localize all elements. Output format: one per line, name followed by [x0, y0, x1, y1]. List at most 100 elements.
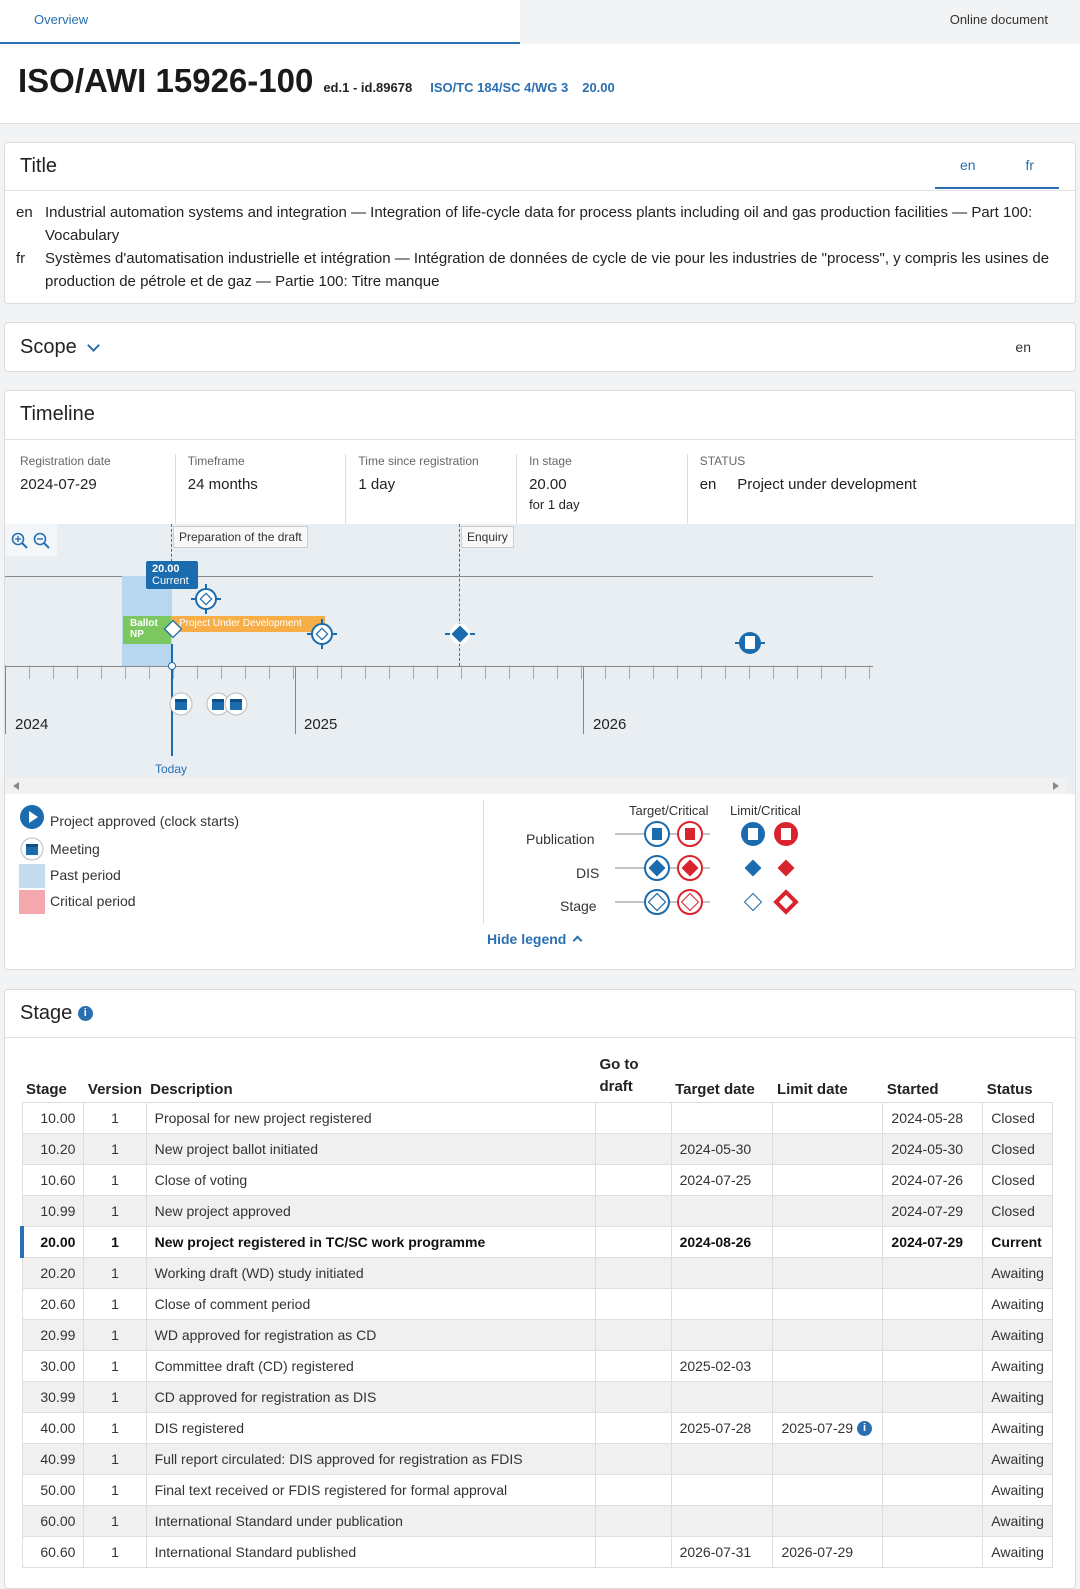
meeting-icon[interactable] — [169, 692, 193, 716]
phase-divider — [459, 524, 460, 666]
cell-started: 2024-07-26 — [882, 1164, 984, 1196]
scroll-right-icon[interactable] — [1053, 782, 1059, 790]
scope-lang[interactable]: en — [1015, 339, 1031, 355]
tab-online-document[interactable]: Online document — [520, 0, 1080, 44]
cell-description: CD approved for registration as DIS — [145, 1381, 596, 1413]
hide-legend-button[interactable]: Hide legend — [487, 931, 583, 947]
cell-target-date: 2024-07-25 — [670, 1164, 774, 1196]
table-row[interactable]: 30.99 1 CD approved for registration as DI… — [21, 1381, 1053, 1413]
col-header: Started — [886, 1081, 939, 1098]
table-row[interactable]: 20.60 1 Close of comment period Awaiting — [21, 1288, 1053, 1320]
tab-overview[interactable]: Overview — [0, 0, 520, 44]
ballot-np-bar[interactable]: Ballot NP — [123, 616, 171, 644]
table-row[interactable]: 60.00 1 International Standard under publi… — [21, 1505, 1053, 1537]
cell-limit-date: 2026-07-29 — [772, 1536, 884, 1568]
dis-limit-marker[interactable] — [445, 619, 475, 649]
cell-version: 1 — [83, 1350, 147, 1382]
cell-description: WD approved for registration as CD — [145, 1319, 596, 1351]
table-row[interactable]: 40.00 1 DIS registered 2025-07-28 2025-07-29… — [21, 1412, 1053, 1444]
info-icon[interactable]: i — [77, 1006, 93, 1022]
info-time-since: Time since registration 1 day — [346, 454, 518, 524]
cell-started — [882, 1257, 984, 1289]
info-in-stage: In stage 20.00 for 1 day — [517, 454, 688, 524]
cell-started — [882, 1412, 984, 1444]
axis-tick — [629, 665, 630, 679]
cell-status: Awaiting — [982, 1536, 1053, 1568]
meeting-icon[interactable] — [206, 692, 230, 716]
year-label: 2025 — [304, 716, 338, 733]
cell-started — [882, 1536, 984, 1568]
lang-tab-en[interactable]: en — [959, 157, 976, 173]
cell-go-to-draft — [594, 1102, 672, 1134]
cell-go-to-draft — [594, 1319, 672, 1351]
axis-tick — [53, 665, 54, 679]
col-header: Go to draft — [599, 1056, 639, 1095]
meeting-icon[interactable] — [224, 692, 248, 716]
table-row[interactable]: 20.00 1 New project registered in TC/SC wo… — [20, 1226, 1053, 1258]
cell-go-to-draft — [594, 1226, 672, 1258]
cell-started — [882, 1350, 984, 1382]
cell-limit-date — [772, 1226, 884, 1258]
cell-limit-date — [772, 1381, 884, 1413]
milestone-diamond-icon[interactable] — [162, 618, 184, 640]
cell-stage: 20.60 — [21, 1288, 85, 1320]
cell-started — [882, 1381, 984, 1413]
chevron-up-icon — [572, 935, 583, 946]
cell-stage: 60.00 — [21, 1505, 85, 1537]
cell-go-to-draft — [594, 1536, 672, 1568]
cell-stage: 60.60 — [21, 1536, 85, 1568]
stage-code-link[interactable]: 20.00 — [582, 80, 615, 95]
info-icon[interactable]: i — [857, 1421, 873, 1437]
table-row[interactable]: 10.60 1 Close of voting 2024-07-25 2024-07-2… — [21, 1164, 1053, 1196]
title-card: Title en fr en Industrial automation sys… — [4, 142, 1076, 304]
cell-version: 1 — [83, 1257, 147, 1289]
title-heading: Title — [20, 155, 58, 177]
table-row[interactable]: 50.00 1 Final text received or FDIS regist… — [21, 1474, 1053, 1506]
cell-go-to-draft — [594, 1412, 672, 1444]
cell-version: 1 — [83, 1319, 147, 1351]
table-row[interactable]: 10.00 1 Proposal for new project registere… — [21, 1102, 1053, 1134]
timeline-chart[interactable]: Preparation of the draft Enquiry 20.00 C… — [5, 524, 1075, 794]
table-row[interactable]: 10.99 1 New project approved 2024-07-29 Clos… — [21, 1195, 1053, 1227]
scroll-left-icon[interactable] — [13, 782, 19, 790]
target-stage-marker[interactable] — [307, 619, 337, 649]
axis-tick — [773, 665, 774, 679]
scope-card[interactable]: Scope en — [4, 322, 1076, 372]
cell-target-date — [670, 1505, 774, 1537]
zoom-in-icon[interactable] — [11, 532, 29, 550]
cell-status: Awaiting — [982, 1288, 1053, 1320]
committee-link[interactable]: ISO/TC 184/SC 4/WG 3 — [430, 80, 569, 95]
cell-target-date: 2024-05-30 — [670, 1133, 774, 1165]
table-row[interactable]: 20.99 1 WD approved for registration as CD… — [21, 1319, 1053, 1351]
lang-tab-fr[interactable]: fr — [1025, 157, 1035, 173]
cell-status: Awaiting — [982, 1412, 1053, 1444]
legend-row-label: Stage — [560, 898, 597, 914]
cell-status: Awaiting — [982, 1443, 1053, 1475]
table-row[interactable]: 10.20 1 New project ballot initiated 2024-0… — [21, 1133, 1053, 1165]
cell-target-date: 2024-08-26 — [670, 1226, 774, 1258]
axis-tick — [509, 665, 510, 679]
zoom-out-icon[interactable] — [33, 532, 51, 550]
axis-tick — [845, 665, 846, 679]
timeline-header: Timeline — [5, 391, 1075, 440]
today-dot — [168, 662, 176, 670]
cell-status: Closed — [982, 1102, 1053, 1134]
publication-limit-marker[interactable] — [735, 628, 765, 658]
axis-tick — [461, 665, 462, 679]
table-row[interactable]: 20.20 1 Working draft (WD) study initiated… — [21, 1257, 1053, 1289]
table-row[interactable]: 60.60 1 International Standard published 20… — [21, 1536, 1053, 1568]
col-header: Target date — [675, 1081, 755, 1098]
info-label: STATUS — [699, 454, 746, 468]
scope-toggle[interactable]: Scope — [5, 323, 1075, 359]
axis-tick — [437, 665, 438, 679]
table-row[interactable]: 30.00 1 Committee draft (CD) registered 202… — [21, 1350, 1053, 1382]
project-development-bar[interactable]: Project Under Development — [171, 616, 325, 632]
target-stage-marker[interactable] — [191, 584, 221, 614]
cell-go-to-draft — [594, 1474, 672, 1506]
cell-status: Current — [982, 1226, 1053, 1258]
axis-tick — [701, 665, 702, 679]
table-row[interactable]: 40.99 1 Full report circulated: DIS approv… — [21, 1443, 1053, 1475]
horizontal-scrollbar[interactable] — [5, 778, 1067, 794]
col-header: Limit date — [776, 1081, 848, 1098]
cell-version: 1 — [83, 1443, 147, 1475]
